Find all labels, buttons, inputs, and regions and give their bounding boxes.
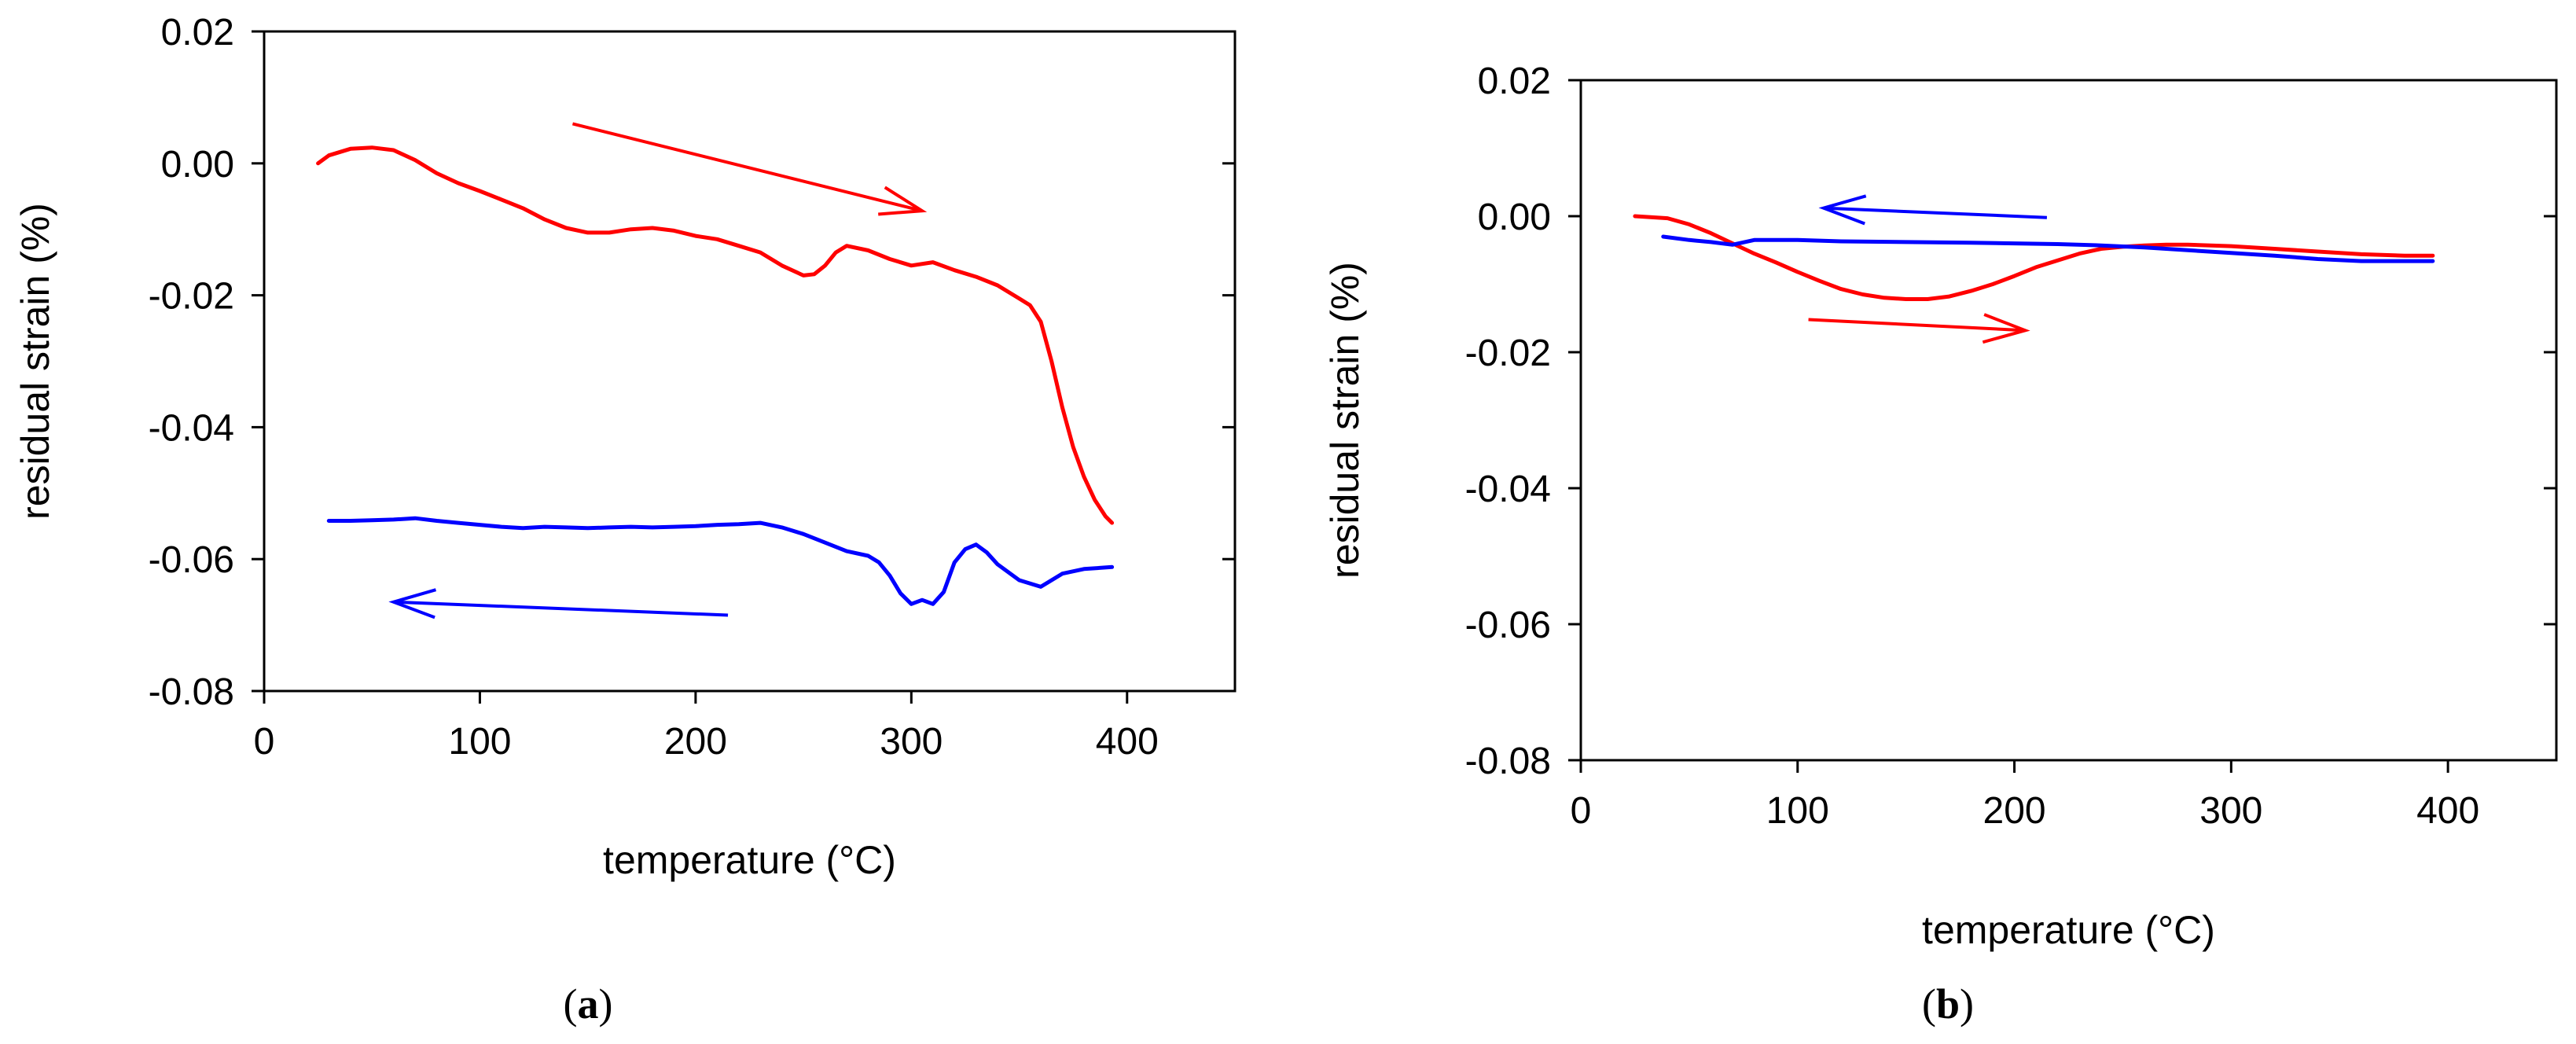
- panel-b-heating-direction-arrow-shaft: [1808, 318, 2026, 333]
- panel-b-x-tick-label: 100: [1766, 790, 1829, 832]
- panel-b-heating-direction-arrow-head: [1982, 313, 2030, 344]
- panel-b-cooling-direction-arrow-head: [1818, 194, 1867, 226]
- panel-a-cooling-direction-arrow: [388, 588, 729, 619]
- panel-a-label: (a): [564, 980, 613, 1027]
- panel-b-x-tick-label: 400: [2416, 790, 2479, 832]
- panel-a-heating-direction-arrow: [571, 122, 928, 216]
- panel-b-x-tick-label: 200: [1983, 790, 2046, 832]
- panel-a-x-tick-label: 0: [254, 721, 275, 763]
- panel-b-y-tick-label: -0.08: [1465, 741, 1551, 782]
- panel-a-y-tick-label: -0.04: [149, 407, 234, 449]
- panel-b-y-tick-label: 0.02: [1478, 61, 1551, 102]
- panel-a-y-axis-title: residual strain (%): [13, 203, 57, 520]
- panel-a-y-tick-label: 0.02: [161, 12, 234, 53]
- panel-b-label: (b): [1922, 980, 1974, 1027]
- panel-b-cooling-direction-arrow: [1818, 194, 2048, 226]
- panel-a-y-tick-label: -0.02: [149, 276, 234, 318]
- panel-b-y-axis-title: residual strain (%): [1323, 262, 1367, 579]
- panel-a-heating-series-line: [316, 145, 1115, 525]
- panel-a-cooling-series-line: [326, 516, 1115, 606]
- panel-b-cooling-series-line: [1661, 234, 2435, 263]
- panel-a-x-tick-label: 300: [880, 721, 943, 763]
- panel-a-y-tick-label: -0.08: [149, 671, 234, 713]
- panel-a-plot-frame: [263, 30, 1237, 693]
- panel-a-cooling-direction-arrow-shaft: [393, 600, 729, 617]
- panel-a-y-tick-label: 0.00: [161, 144, 234, 186]
- panel-a-chart: 0 100 200 300 400 0.02 0.00 -0.02 -0.04 -0.06 -0.0…: [13, 12, 1237, 1027]
- panel-b-y-tick-label: -0.02: [1465, 333, 1551, 374]
- panel-b-y-tick-label: -0.04: [1465, 469, 1551, 510]
- panel-a-x-axis-title: temperature (°C): [603, 838, 896, 882]
- panel-b-x-tick-label: 300: [2199, 790, 2262, 832]
- panel-b-y-tick-label: -0.06: [1465, 605, 1551, 646]
- panel-a-heating-direction-arrow-head: [878, 186, 928, 216]
- panel-a-x-tick-label: 100: [448, 721, 511, 763]
- panel-b-x-axis-title: temperature (°C): [1922, 908, 2215, 952]
- panel-b-plot-frame: [1579, 79, 2558, 762]
- panel-a-y-tick-label: -0.06: [149, 539, 234, 581]
- panel-a-heating-direction-arrow-shaft: [571, 122, 923, 213]
- panel-b-heating-series-line: [1633, 214, 2435, 301]
- panel-b-chart: 0 100 200 300 400 0.02 0.00 -0.02 -0.04 -0.06 -0.0…: [1323, 61, 2558, 1027]
- panel-a-x-tick-label: 400: [1096, 721, 1159, 763]
- panel-a-x-tick-label: 200: [664, 721, 727, 763]
- panel-b-x-tick-label: 0: [1571, 790, 1592, 832]
- panel-b-heating-direction-arrow: [1808, 313, 2030, 344]
- panel-b-cooling-direction-arrow-shaft: [1823, 206, 2048, 219]
- panel-b-y-tick-label: 0.00: [1478, 197, 1551, 238]
- panel-a-cooling-direction-arrow-head: [388, 588, 437, 619]
